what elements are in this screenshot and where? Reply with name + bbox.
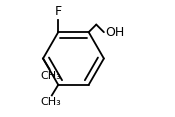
Text: OH: OH [105,26,125,39]
Text: CH₃: CH₃ [40,71,61,81]
Text: CH₃: CH₃ [40,97,61,108]
Text: F: F [55,5,62,18]
